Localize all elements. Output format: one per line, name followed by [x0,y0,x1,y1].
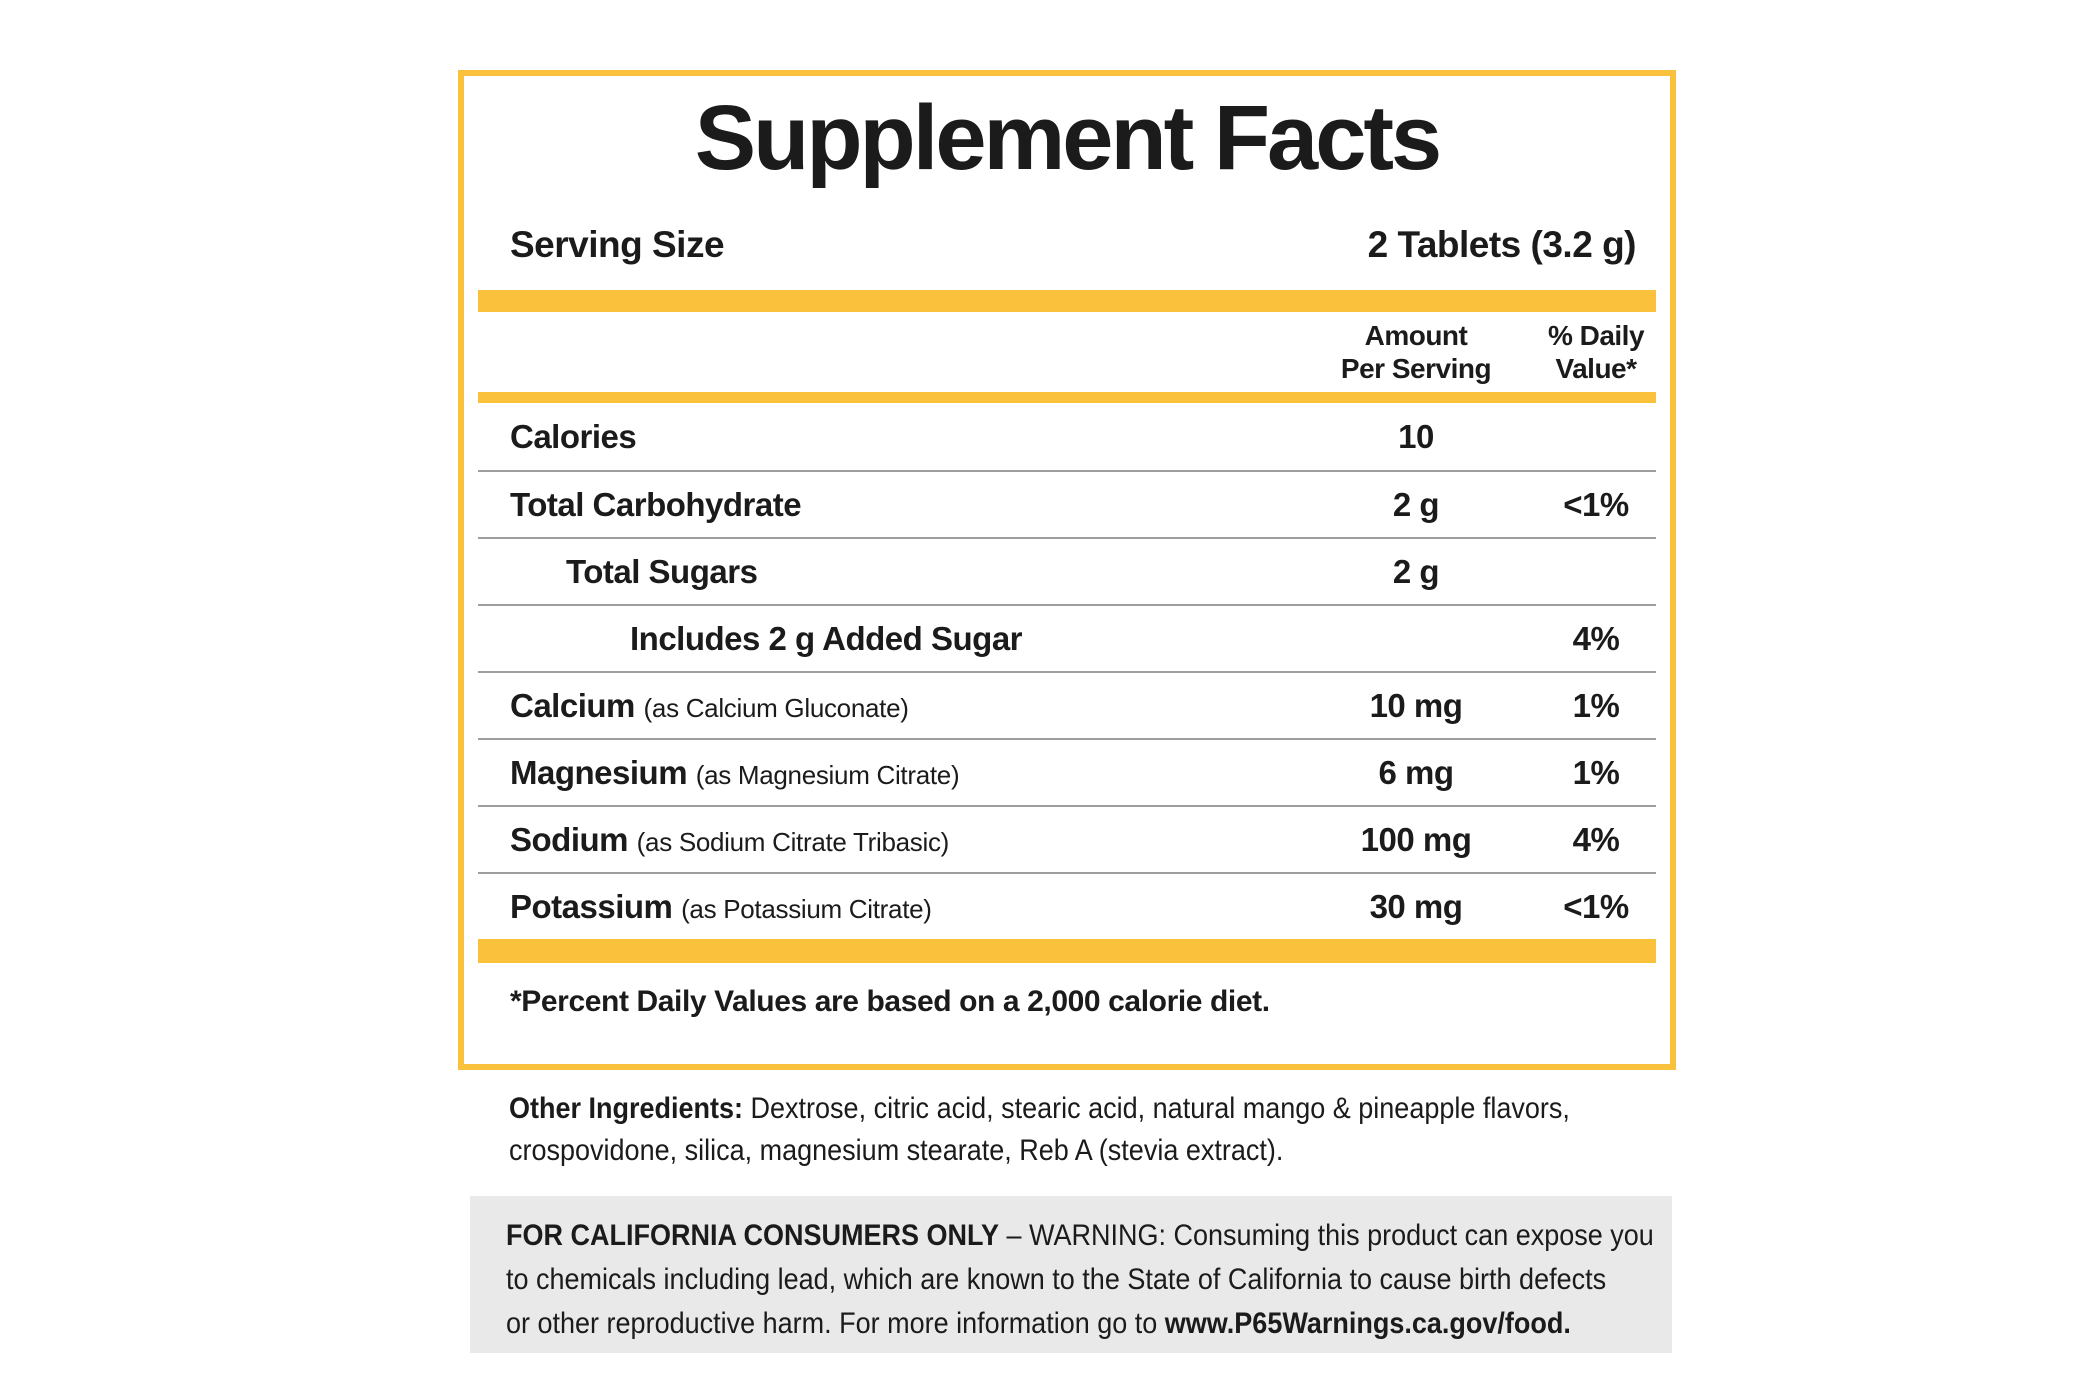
serving-size-row: Serving Size 2 Tablets (3.2 g) [478,214,1656,276]
california-warning-box: FOR CALIFORNIA CONSUMERS ONLY – WARNING:… [470,1196,1672,1353]
amount-header-line2: Per Serving [1340,353,1492,384]
supplement-facts-panel: Supplement Facts Serving Size 2 Tablets … [458,70,1676,1070]
nutrient-amount: 2 g [1392,552,1440,590]
row-sodium: Sodium (as Sodium Citrate Tribasic) 100 … [478,805,1656,872]
daily-value-column-header: % Daily Value* [1536,319,1656,385]
serving-size-label: Serving Size [510,224,725,265]
nutrient-qualifier: (as Magnesium Citrate) [695,759,960,790]
nutrient-amount: 10 [1398,417,1434,455]
warning-line2: to chemicals including lead, which are k… [506,1263,1607,1296]
row-calories: Calories 10 [478,403,1656,470]
divider-bar-top [478,290,1656,312]
nutrient-name: Includes 2 g Added Sugar [630,619,1023,657]
nutrient-dv: 4% [1572,820,1620,858]
row-added-sugar: Includes 2 g Added Sugar 4% [478,604,1656,671]
nutrient-dv: 1% [1572,753,1620,791]
nutrient-rows: Calories 10 Total Carbohydrate 2 g <1% T… [478,403,1656,939]
amount-column-header: Amount Per Serving [1296,319,1536,385]
other-ingredients-line1: Dextrose, citric acid, stearic acid, nat… [743,1092,1570,1125]
nutrient-dv: 4% [1572,619,1620,657]
amount-header-line1: Amount [1364,320,1468,351]
nutrient-dv: <1% [1563,887,1629,925]
nutrient-name: Total Sugars [566,552,758,590]
dv-header-line2: Value* [1555,353,1637,384]
nutrient-amount: 30 mg [1369,887,1463,925]
nutrient-qualifier: (as Potassium Citrate) [681,893,932,924]
row-total-sugars: Total Sugars 2 g [478,537,1656,604]
nutrient-qualifier: (as Sodium Citrate Tribasic) [636,826,950,857]
warning-line1: – WARNING: Consuming this product can ex… [999,1219,1654,1252]
nutrient-name: Potassium [510,887,673,925]
row-potassium: Potassium (as Potassium Citrate) 30 mg <… [478,872,1656,939]
nutrient-name: Magnesium [510,753,688,791]
nutrient-name: Sodium [510,820,629,858]
divider-bar-bottom [478,939,1656,963]
row-calcium: Calcium (as Calcium Gluconate) 10 mg 1% [478,671,1656,738]
row-total-carbohydrate: Total Carbohydrate 2 g <1% [478,470,1656,537]
other-ingredients-label: Other Ingredients: [509,1092,744,1125]
panel-title: Supplement Facts [694,87,1442,189]
column-header-band: Amount Per Serving % Daily Value* [478,312,1656,392]
other-ingredients-line2: crospovidone, silica, magnesium stearate… [509,1134,1284,1167]
nutrient-dv: <1% [1563,485,1629,523]
nutrient-amount: 100 mg [1360,820,1472,858]
nutrient-name: Calcium [510,686,635,724]
dv-header-line1: % Daily [1547,320,1645,351]
warning-url: www.P65Warnings.ca.gov/food. [1164,1307,1571,1340]
nutrient-dv: 1% [1572,686,1620,724]
divider-bar-header [478,392,1656,403]
warning-line3: or other reproductive harm. For more inf… [506,1307,1165,1340]
nutrient-amount: 6 mg [1378,753,1454,791]
other-ingredients-section: Other Ingredients: Dextrose, citric acid… [509,1088,1689,1172]
nutrient-amount: 10 mg [1369,686,1463,724]
row-magnesium: Magnesium (as Magnesium Citrate) 6 mg 1% [478,738,1656,805]
nutrient-qualifier: (as Calcium Gluconate) [643,692,909,723]
serving-size-value: 2 Tablets (3.2 g) [1367,224,1637,265]
nutrient-name: Total Carbohydrate [510,485,802,523]
nutrient-amount: 2 g [1392,485,1440,523]
daily-value-footnote: *Percent Daily Values are based on a 2,0… [510,985,1270,1018]
nutrient-name: Calories [510,417,637,455]
warning-lead: FOR CALIFORNIA CONSUMERS ONLY [506,1219,1000,1252]
